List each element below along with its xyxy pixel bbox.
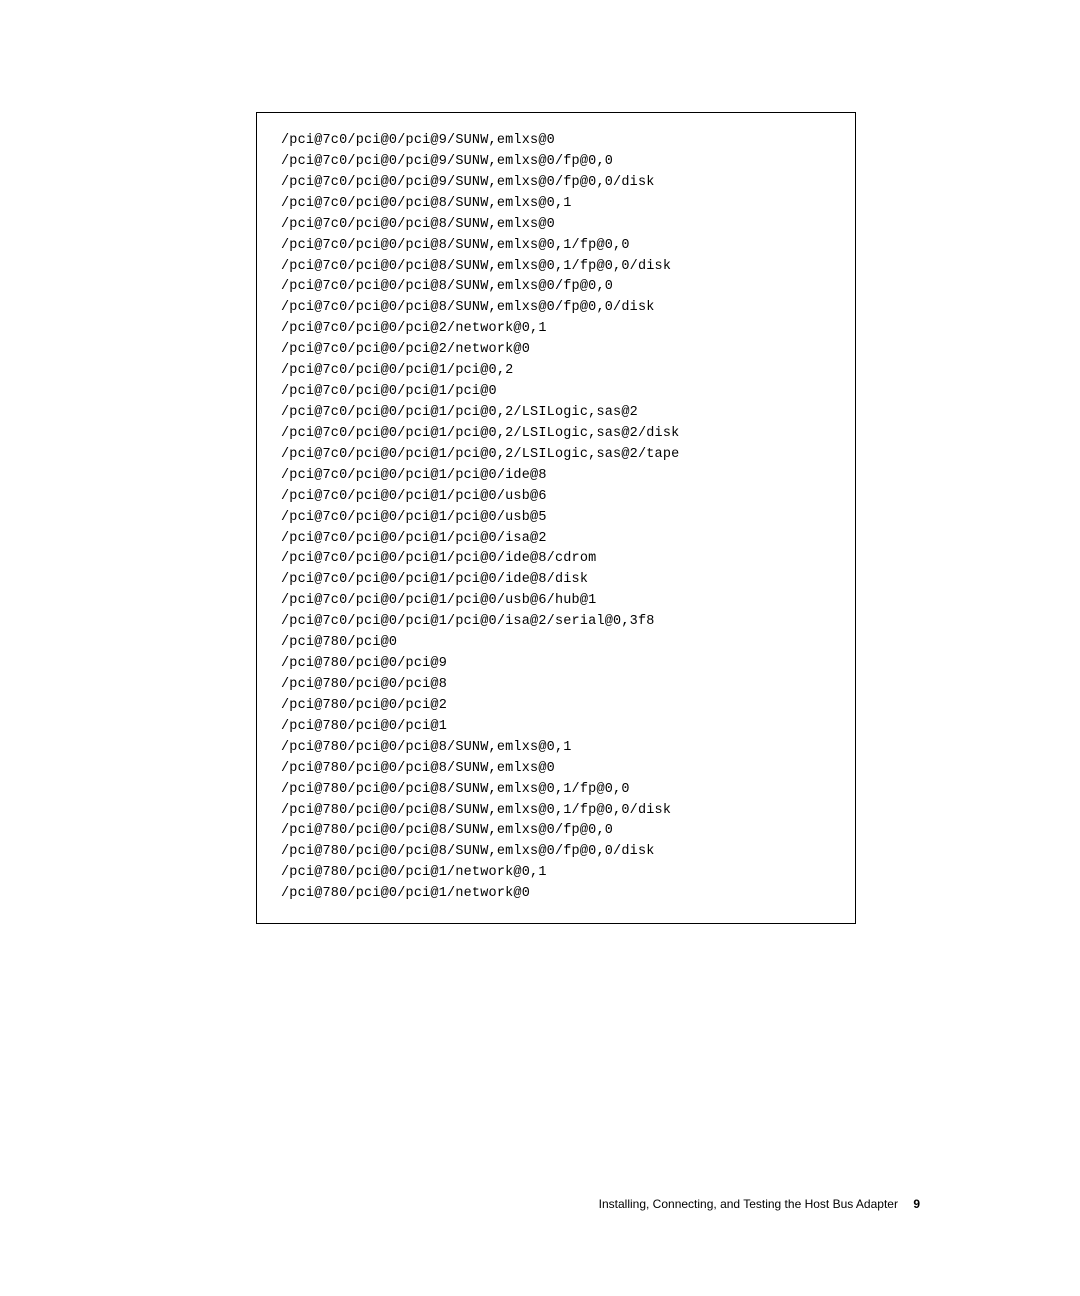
code-line: /pci@7c0/pci@0/pci@9/SUNW,emlxs@0 [281, 131, 831, 152]
code-lines-container: /pci@7c0/pci@0/pci@9/SUNW,emlxs@0/pci@7c… [281, 131, 831, 905]
code-line: /pci@780/pci@0/pci@1/network@0,1 [281, 863, 831, 884]
code-line: /pci@7c0/pci@0/pci@1/pci@0,2 [281, 361, 831, 382]
page-number: 9 [913, 1197, 920, 1211]
code-line: /pci@7c0/pci@0/pci@1/pci@0/ide@8/disk [281, 570, 831, 591]
code-line: /pci@780/pci@0/pci@8/SUNW,emlxs@0,1/fp@0… [281, 801, 831, 822]
code-line: /pci@7c0/pci@0/pci@1/pci@0/ide@8 [281, 466, 831, 487]
code-line: /pci@7c0/pci@0/pci@9/SUNW,emlxs@0/fp@0,0… [281, 173, 831, 194]
code-line: /pci@7c0/pci@0/pci@1/pci@0 [281, 382, 831, 403]
code-line: /pci@780/pci@0/pci@8/SUNW,emlxs@0/fp@0,0… [281, 842, 831, 863]
code-line: /pci@7c0/pci@0/pci@1/pci@0/usb@6 [281, 487, 831, 508]
code-line: /pci@7c0/pci@0/pci@1/pci@0/isa@2 [281, 529, 831, 550]
code-line: /pci@7c0/pci@0/pci@1/pci@0/usb@5 [281, 508, 831, 529]
code-line: /pci@7c0/pci@0/pci@8/SUNW,emlxs@0 [281, 215, 831, 236]
code-line: /pci@7c0/pci@0/pci@2/network@0 [281, 340, 831, 361]
code-line: /pci@7c0/pci@0/pci@1/pci@0,2/LSILogic,sa… [281, 445, 831, 466]
code-line: /pci@7c0/pci@0/pci@1/pci@0,2/LSILogic,sa… [281, 424, 831, 445]
code-line: /pci@780/pci@0/pci@1 [281, 717, 831, 738]
code-line: /pci@780/pci@0/pci@2 [281, 696, 831, 717]
code-line: /pci@7c0/pci@0/pci@1/pci@0/isa@2/serial@… [281, 612, 831, 633]
code-line: /pci@780/pci@0/pci@8 [281, 675, 831, 696]
code-line: /pci@780/pci@0/pci@8/SUNW,emlxs@0,1/fp@0… [281, 780, 831, 801]
code-line: /pci@780/pci@0/pci@8/SUNW,emlxs@0,1 [281, 738, 831, 759]
code-line: /pci@780/pci@0/pci@9 [281, 654, 831, 675]
code-line: /pci@780/pci@0/pci@8/SUNW,emlxs@0 [281, 759, 831, 780]
code-line: /pci@7c0/pci@0/pci@8/SUNW,emlxs@0/fp@0,0… [281, 298, 831, 319]
code-line: /pci@7c0/pci@0/pci@8/SUNW,emlxs@0,1 [281, 194, 831, 215]
code-line: /pci@7c0/pci@0/pci@1/pci@0/usb@6/hub@1 [281, 591, 831, 612]
code-line: /pci@7c0/pci@0/pci@2/network@0,1 [281, 319, 831, 340]
code-line: /pci@7c0/pci@0/pci@1/pci@0/ide@8/cdrom [281, 549, 831, 570]
code-line: /pci@7c0/pci@0/pci@8/SUNW,emlxs@0,1/fp@0… [281, 236, 831, 257]
page-footer: Installing, Connecting, and Testing the … [599, 1197, 920, 1211]
code-line: /pci@7c0/pci@0/pci@8/SUNW,emlxs@0,1/fp@0… [281, 257, 831, 278]
code-line: /pci@7c0/pci@0/pci@8/SUNW,emlxs@0/fp@0,0 [281, 277, 831, 298]
code-line: /pci@7c0/pci@0/pci@9/SUNW,emlxs@0/fp@0,0 [281, 152, 831, 173]
code-line: /pci@780/pci@0 [281, 633, 831, 654]
code-line: /pci@7c0/pci@0/pci@1/pci@0,2/LSILogic,sa… [281, 403, 831, 424]
code-line: /pci@780/pci@0/pci@1/network@0 [281, 884, 831, 905]
footer-text: Installing, Connecting, and Testing the … [599, 1197, 898, 1211]
code-line: /pci@780/pci@0/pci@8/SUNW,emlxs@0/fp@0,0 [281, 821, 831, 842]
code-listing-box: /pci@7c0/pci@0/pci@9/SUNW,emlxs@0/pci@7c… [256, 112, 856, 924]
